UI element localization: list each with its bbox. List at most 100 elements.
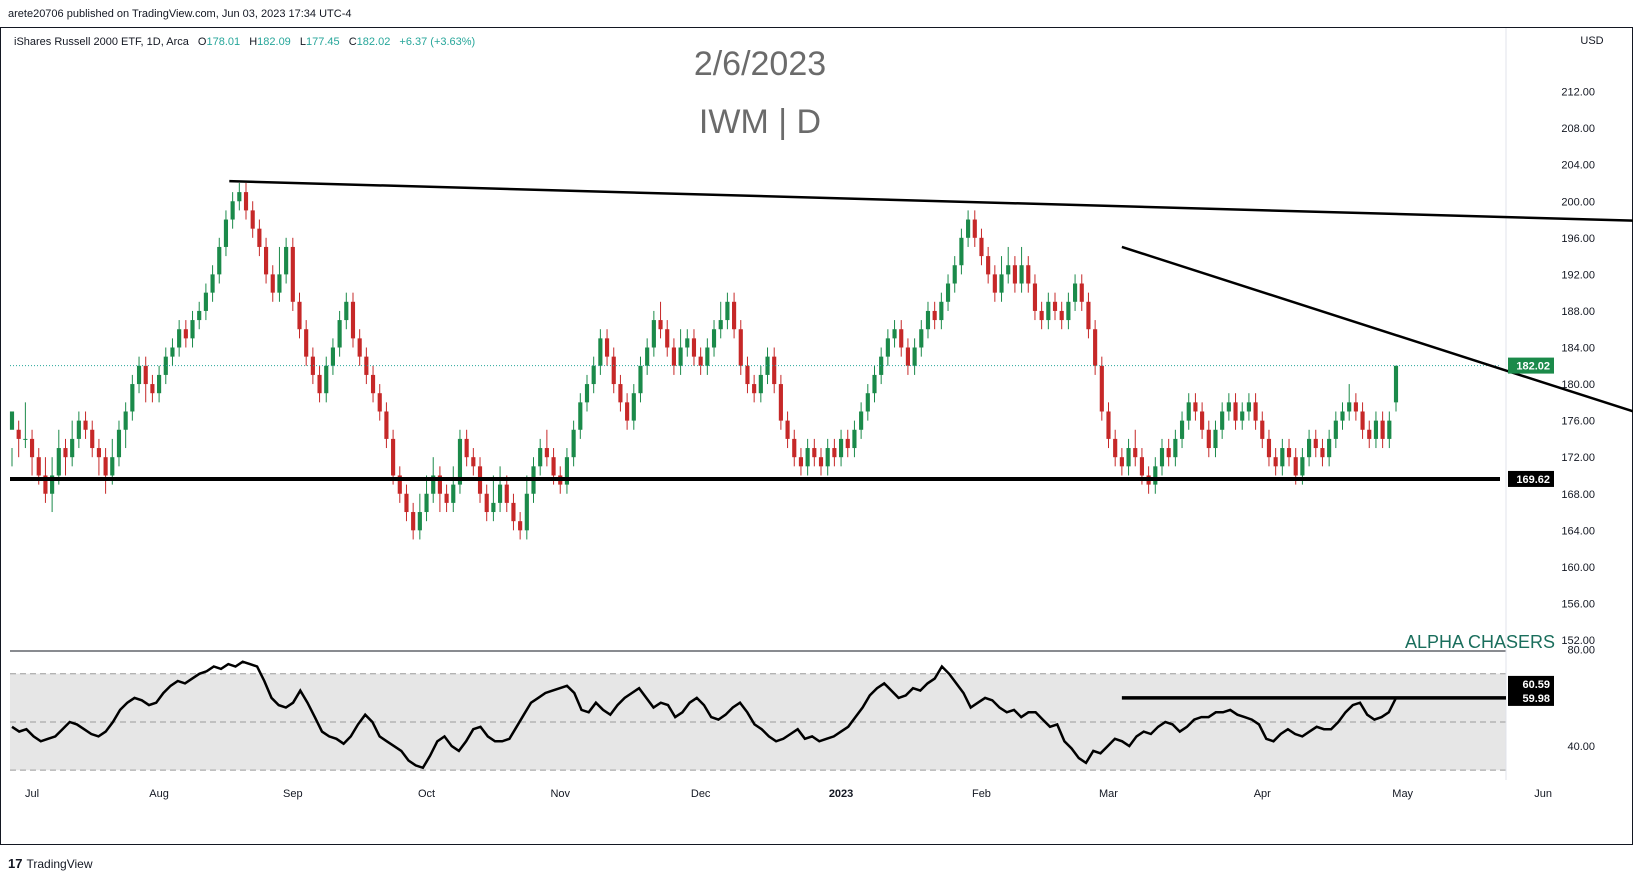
candle-body [1006,265,1011,275]
candle-body [798,457,804,467]
candle-body [404,493,409,513]
time-tick-label: Apr [1254,788,1271,800]
candle-body [1380,420,1385,439]
candle-body [1340,411,1345,421]
candle-body [758,374,763,394]
candle-body [738,329,743,366]
price-axis-group: 212.00 208.00 204.00 200.00 196.00 192.00 188.… [1508,87,1595,753]
candle-body [498,484,503,503]
candle-body [457,438,463,485]
footer-brand[interactable]: TradingView [26,856,93,871]
candle-body [417,512,422,531]
legend-low: 177.45 [306,36,340,48]
candle-body [83,420,88,430]
candle-body [865,393,870,412]
candle-body [177,329,182,348]
candle-body [1327,438,1332,458]
candle-body [1059,310,1064,321]
candle-body [1186,402,1191,421]
candle-body [1280,448,1285,467]
candle-body [411,512,416,531]
candle-body [1026,265,1031,284]
candle-body [625,402,630,421]
candle-body [1052,301,1058,311]
candle-body [718,320,723,330]
candle-body [1099,365,1104,412]
last-price-label-box [1508,357,1554,374]
candle-body [431,475,436,494]
candle-body [772,356,777,385]
legend-l-label: L [300,36,306,48]
legend-close: 182.02 [357,36,391,48]
candle-body [364,356,369,375]
candle-body [645,347,650,366]
legend-o-label: O [198,36,207,48]
tradingview-logo-icon: 17 [8,856,23,871]
candle-body [96,448,101,458]
price-tick-label: 176.00 [1561,416,1595,428]
time-tick-label: Jun [1534,788,1552,800]
candle-body [1373,420,1379,439]
legend-line: iShares Russell 2000 ETF, 1D, Arca O178.… [14,36,475,48]
candle-body [1213,429,1218,449]
candle-body [90,429,95,449]
candle-body [1173,438,1178,458]
candle-body [130,384,135,412]
candle-body [571,429,576,458]
candle-body [872,374,877,394]
candle-body [1220,411,1225,430]
candle-body [578,402,583,430]
candle-body [892,329,897,339]
candle-body [832,448,837,458]
price-tick-label: 212.00 [1561,87,1595,99]
price-tick-label: 184.00 [1561,343,1595,355]
candle-body [197,310,202,321]
footer: 17 TradingView [8,856,93,871]
candle-body [544,448,549,458]
candle-body [464,438,469,458]
candle-body [1179,420,1185,439]
legend-c-label: C [349,36,357,48]
rsi-level-label: 59.98 [1508,689,1554,706]
candle-body [163,356,168,375]
candle-body [451,484,456,503]
candle-body [1286,448,1292,458]
candle-body [631,393,636,421]
candle-body [899,329,904,348]
candle-body [1093,329,1098,366]
candle-body [1300,457,1305,476]
time-tick-label: Aug [149,788,169,800]
candle-body [1313,438,1318,449]
candle-body [1079,283,1084,302]
candle-body [484,493,489,513]
candle-body [36,457,41,476]
candle-body [1333,420,1338,439]
candle-body [678,347,683,366]
candle-body [691,338,697,357]
rsi-tick-label: 80.00 [1567,645,1595,657]
candle-body [397,475,402,494]
candle-body [1106,411,1111,439]
candle-body [310,356,315,375]
candle-body [1072,283,1078,302]
candle-body [551,457,556,476]
candle-body [584,384,590,403]
candle-body [16,429,21,439]
candle-body [1367,429,1372,439]
candle-body [1039,310,1044,321]
candle-body [263,246,269,275]
support-price-label-box [1508,470,1554,487]
candle-body [217,246,222,275]
candle-body [330,347,336,366]
candle-body [1253,402,1258,421]
candle-body [698,356,703,366]
legend-high: 182.09 [257,36,291,48]
time-tick-label: Dec [691,788,711,800]
price-tick-label: 192.00 [1561,269,1595,281]
candle-body [317,374,322,394]
price-tick-label: 188.00 [1561,306,1595,318]
candle-body [725,301,730,321]
candle-body [1260,420,1265,439]
candle-body [745,365,750,385]
